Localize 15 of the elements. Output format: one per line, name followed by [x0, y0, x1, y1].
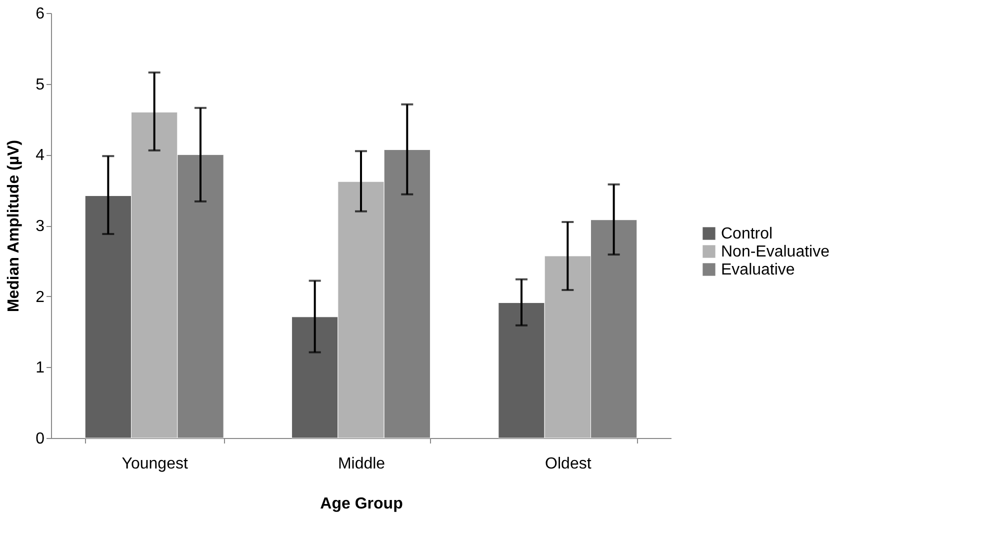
y-tick-label: 1: [36, 360, 45, 377]
y-tick-label: 6: [36, 6, 45, 22]
legend-label: Evaluative: [721, 262, 795, 278]
y-axis-title: Median Amplitude (µV): [6, 140, 23, 312]
y-tick-label: 3: [36, 218, 45, 235]
y-tick-label: 0: [36, 430, 45, 448]
y-tick-label: 5: [36, 76, 45, 94]
legend-label: Non-Evaluative: [721, 244, 830, 260]
x-tick-label: Youngest: [122, 456, 188, 472]
y-tick-label: 4: [36, 147, 45, 164]
x-tick-label: Middle: [338, 456, 386, 472]
x-axis-title: Age Group: [320, 496, 404, 512]
legend-label: Control: [721, 226, 773, 242]
x-tick-label: Oldest: [545, 456, 592, 472]
y-tick-label: 2: [36, 288, 45, 306]
